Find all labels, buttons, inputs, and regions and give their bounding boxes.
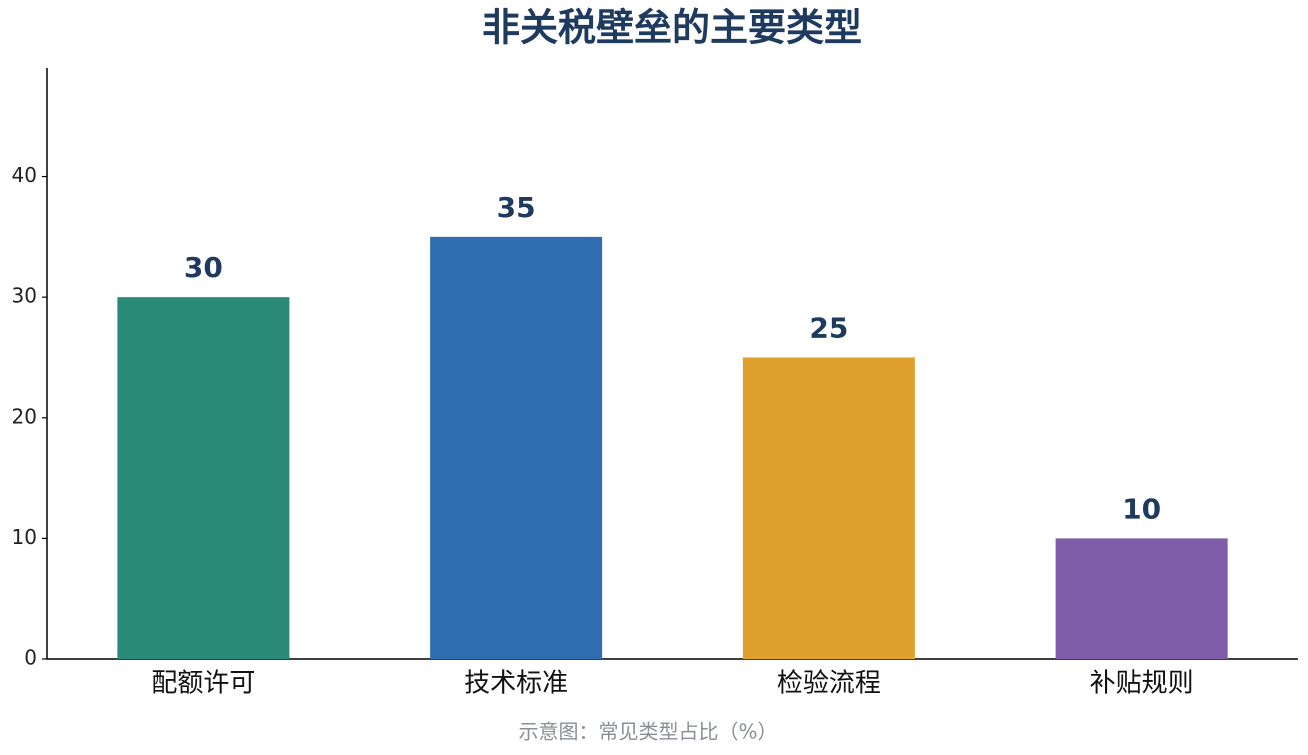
x-tick-label: 检验流程 [777,669,881,699]
y-tick-label: 40 [12,163,37,187]
value-label: 30 [184,251,223,284]
value-label: 25 [809,311,848,344]
y-tick-label: 0 [24,646,37,670]
bar [430,236,603,659]
y-tick-label: 20 [12,404,37,428]
caption: 示意图：常见类型占比（%） [518,720,777,744]
bar [117,297,290,659]
x-tick-label: 技术标准 [464,669,568,699]
x-tick-label: 补贴规则 [1090,669,1194,699]
x-tick-label: 配额许可 [151,669,255,699]
value-label: 10 [1122,492,1161,525]
value-label: 35 [497,191,536,224]
y-tick-label: 10 [12,525,37,549]
bar [742,357,915,659]
bar [1055,538,1228,659]
chart-title: 非关税壁垒的主要类型 [482,6,862,50]
y-tick-label: 30 [12,284,37,308]
